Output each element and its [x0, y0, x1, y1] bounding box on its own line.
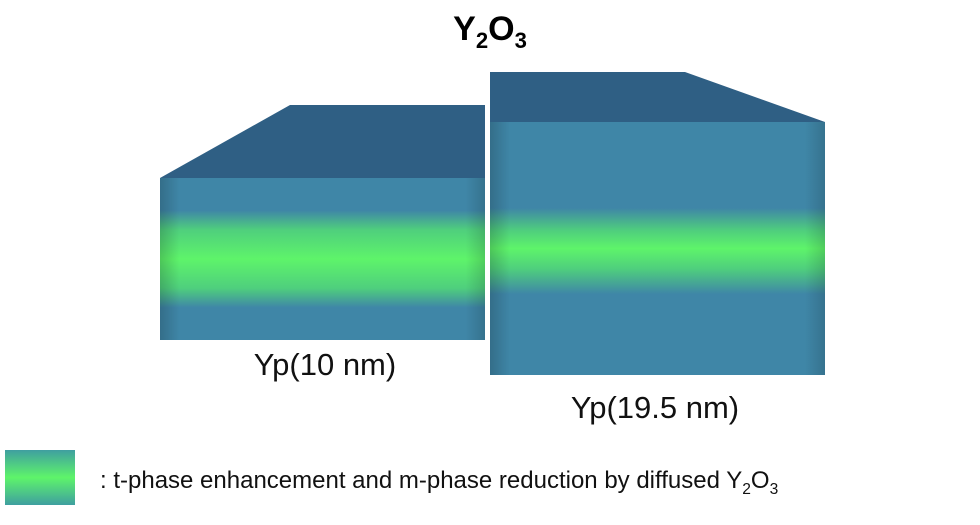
box-label: Yp(19.5 nm): [571, 390, 739, 425]
legend-text: : t-phase enhancement and m-phase reduct…: [100, 467, 778, 498]
box-top: [490, 72, 825, 122]
legend-part: : t-phase enhancement and m-phase reduct…: [100, 467, 742, 494]
legend-swatch: [5, 450, 75, 505]
title-part: Y: [453, 10, 476, 48]
legend-part: O: [751, 467, 770, 494]
title-subscript: 2: [476, 28, 488, 53]
box-shade: [160, 178, 485, 340]
box-thin: [160, 105, 485, 340]
box-top: [160, 105, 485, 178]
box-shade: [490, 122, 825, 375]
legend-subscript: 3: [770, 481, 779, 498]
legend-subscript: 2: [742, 481, 751, 498]
title: Y2O3: [453, 10, 527, 53]
title-part: O: [488, 10, 514, 48]
box-label: Yp(10 nm): [254, 347, 396, 382]
box-thick: [490, 72, 825, 375]
title-subscript: 3: [515, 28, 527, 53]
